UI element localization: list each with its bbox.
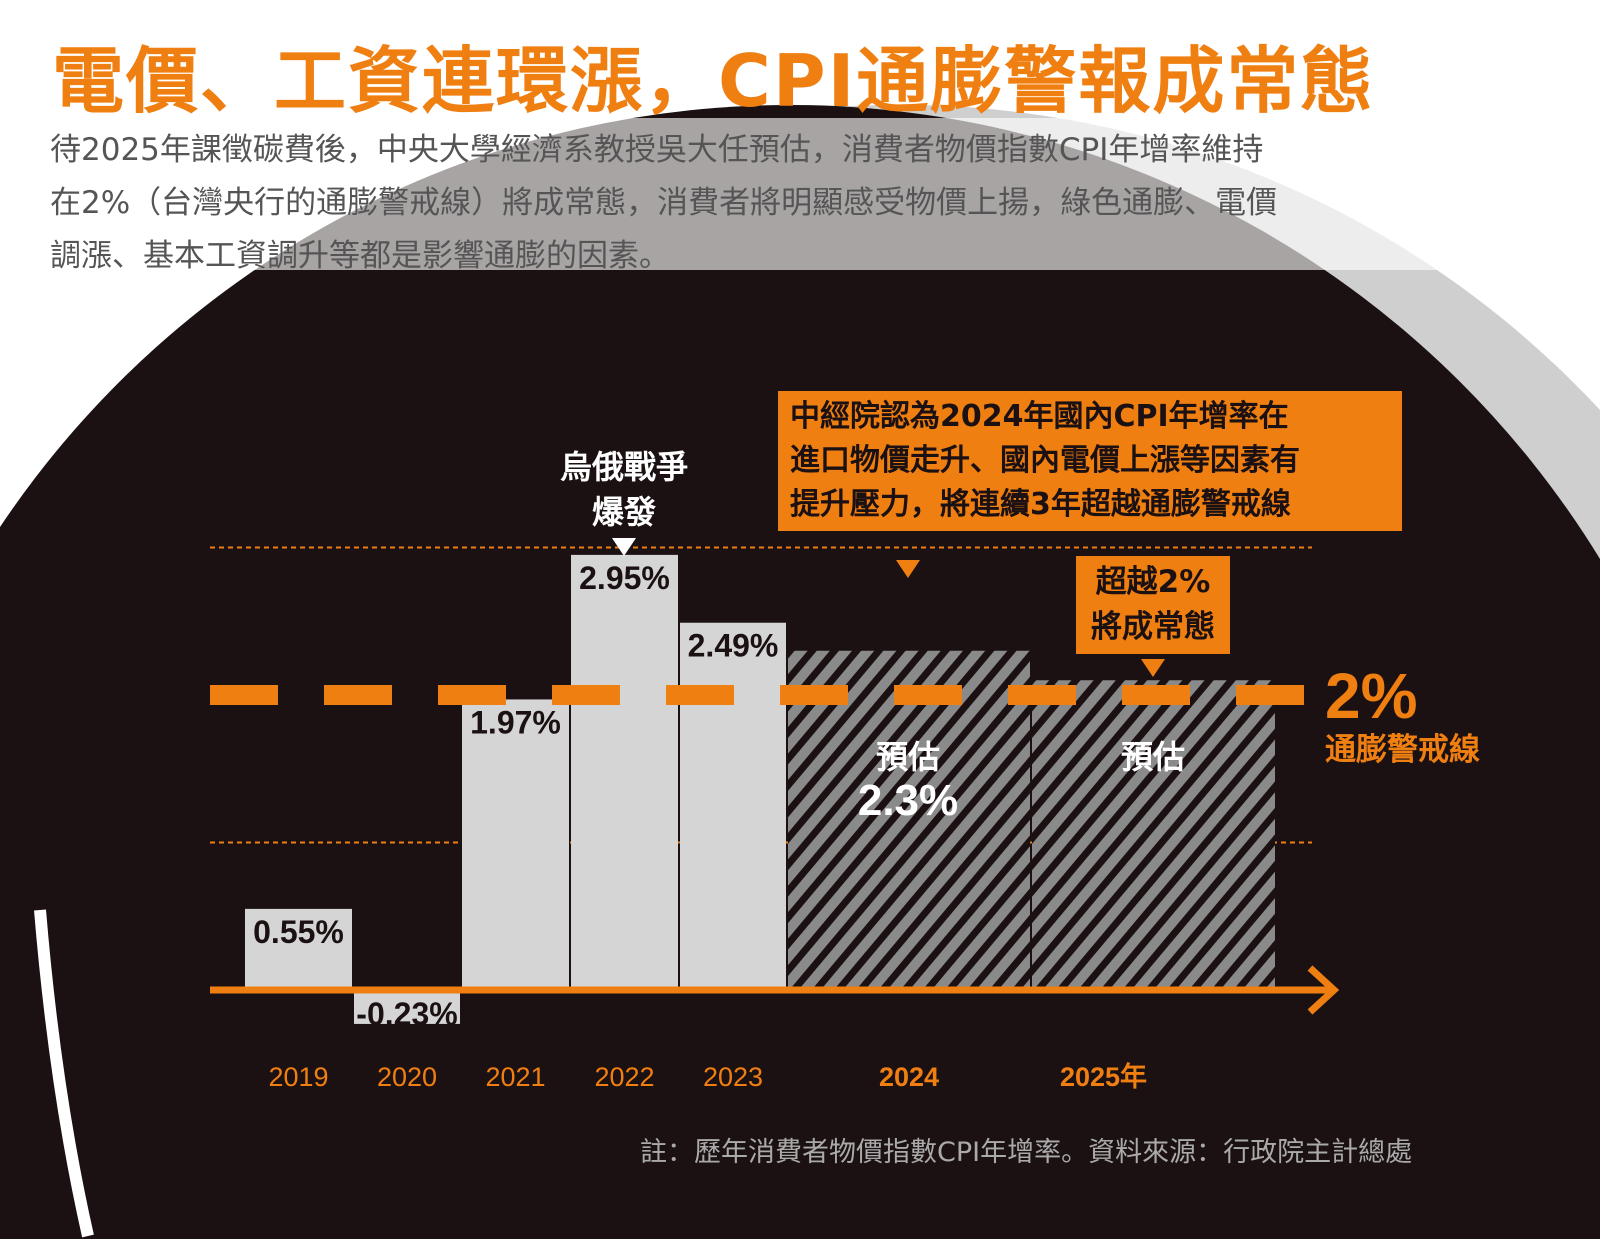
source-note: 註：歷年消費者物價指數CPI年增率。資料來源：行政院主計總處 bbox=[640, 1137, 1413, 1168]
value-label: 0.55% bbox=[253, 914, 344, 950]
x-tick-label: 2020 bbox=[377, 1062, 437, 1092]
threshold-label: 通膨警戒線 bbox=[1325, 732, 1480, 768]
bar-2020 bbox=[354, 990, 460, 1024]
x-tick-label: 2024 bbox=[879, 1062, 939, 1092]
forecast-label: 預估 bbox=[876, 738, 940, 776]
bar-2022 bbox=[571, 554, 678, 990]
value-label: -0.23% bbox=[356, 996, 457, 1032]
callout-line: 將成常態 bbox=[1091, 609, 1215, 645]
value-label: 1.97% bbox=[470, 704, 561, 740]
threshold-value: 2% bbox=[1325, 660, 1418, 732]
callout-2pct: 超越2% 將成常態 bbox=[1076, 556, 1230, 654]
x-tick-label: 2019 bbox=[268, 1062, 328, 1092]
x-tick-label: 2021 bbox=[485, 1062, 545, 1092]
chart-area: 0.55% 2019 -0.23% 2020 1.97% 2021 2.95% 2022 2.4… bbox=[210, 448, 1480, 1092]
intro-overlay bbox=[0, 118, 1600, 270]
pointer-triangle-icon bbox=[612, 538, 636, 556]
annotation-war: 爆發 bbox=[592, 493, 656, 531]
page-title: 電價、工資連環漲，CPI通膨警報成常態 bbox=[52, 39, 1375, 123]
x-tick-label: 2025年 bbox=[1060, 1061, 1147, 1092]
annotation-war: 烏俄戰爭 bbox=[560, 448, 688, 486]
forecast-label: 預估 bbox=[1121, 738, 1185, 776]
bar-2019 bbox=[245, 908, 352, 990]
callout-line: 中經院認為2024年國內CPI年增率在 bbox=[790, 399, 1289, 434]
value-label: 2.95% bbox=[579, 560, 670, 596]
pointer-triangle-icon bbox=[1141, 659, 1165, 677]
callout-line: 進口物價走升、國內電價上漲等因素有 bbox=[790, 443, 1300, 478]
intro-line: 在2%（台灣央行的通膨警戒線）將成常態，消費者將明顯感受物價上揚，綠色通膨、電價 bbox=[50, 185, 1278, 221]
x-tick-label: 2023 bbox=[703, 1062, 763, 1092]
intro-line: 待2025年課徵碳費後，中央大學經濟系教授吳大任預估，消費者物價指數CPI年增率… bbox=[50, 132, 1264, 168]
bar-2025年 bbox=[1032, 680, 1275, 990]
callout-line: 超越2% bbox=[1095, 564, 1211, 600]
callout-forecast: 中經院認為2024年國內CPI年增率在 進口物價走升、國內電價上漲等因素有 提升… bbox=[778, 391, 1402, 531]
x-tick-label: 2022 bbox=[594, 1062, 654, 1092]
value-label: 2.49% bbox=[688, 628, 779, 664]
intro-text: 待2025年課徵碳費後，中央大學經濟系教授吳大任預估，消費者物價指數CPI年增率… bbox=[50, 124, 1450, 283]
bar-2024 bbox=[788, 650, 1030, 990]
decorative-arc bbox=[34, 909, 94, 1238]
axis-arrow-icon bbox=[1307, 965, 1340, 1015]
pointer-triangle-icon bbox=[896, 560, 920, 578]
bar-2021 bbox=[462, 699, 569, 990]
callout-line: 提升壓力，將連續3年超越通膨警戒線 bbox=[790, 487, 1291, 522]
forecast-value-2024: 2.3% bbox=[858, 776, 958, 825]
intro-line: 調漲、基本工資調升等都是影響通膨的因素。 bbox=[50, 238, 670, 274]
bar-2023 bbox=[680, 622, 786, 990]
